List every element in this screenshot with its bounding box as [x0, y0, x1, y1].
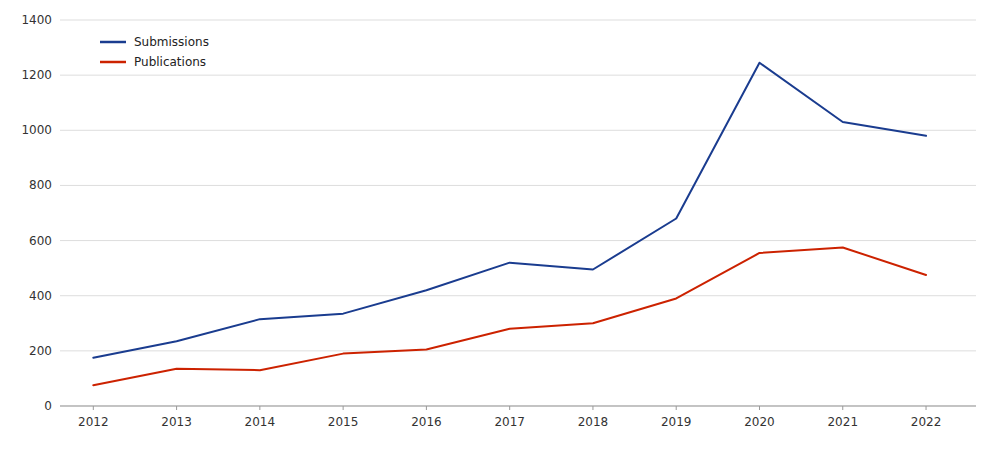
tick-mark	[676, 406, 677, 410]
tick-label: 2019	[661, 415, 692, 429]
legend-swatch	[100, 41, 126, 44]
tick-mark	[343, 406, 344, 410]
tick-mark	[259, 406, 260, 410]
tick-label: 1000	[21, 123, 52, 137]
tick-label: 2020	[744, 415, 775, 429]
y-axis: 0 200 400 600 800 1000 1200 1400	[21, 13, 976, 413]
tick-mark	[176, 406, 177, 410]
tick-label: 400	[29, 289, 52, 303]
grid-line	[60, 295, 976, 296]
grid-line	[60, 20, 976, 21]
grid-line	[60, 240, 976, 241]
x-axis: 2012 2013 2014 2015 2016 2017 2018 2019 2020 2021…	[60, 406, 976, 429]
tick-mark	[592, 406, 593, 410]
tick-mark	[93, 406, 94, 410]
tick-label: 2012	[78, 415, 109, 429]
tick-mark	[926, 406, 927, 410]
grid-line	[60, 406, 976, 407]
tick-label: 2016	[411, 415, 442, 429]
plot-area	[93, 63, 926, 386]
tick-mark	[842, 406, 843, 410]
tick-label: 2018	[578, 415, 609, 429]
tick-label: 2013	[161, 415, 192, 429]
tick-label: 600	[29, 234, 52, 248]
grid-line	[60, 350, 976, 351]
tick-mark	[509, 406, 510, 410]
tick-mark	[759, 406, 760, 410]
grid-line	[60, 185, 976, 186]
legend-label: Submissions	[134, 35, 209, 49]
tick-mark	[426, 406, 427, 410]
line	[93, 247, 926, 385]
legend-label: Publications	[134, 55, 206, 69]
tick-label: 2015	[328, 415, 359, 429]
tick-label: 2014	[245, 415, 276, 429]
tick-label: 1400	[21, 13, 52, 27]
axis-line	[60, 406, 976, 407]
tick-label: 2017	[494, 415, 525, 429]
chart: 0200400600800100012001400201220132014201…	[0, 0, 1000, 450]
grid-line	[60, 130, 976, 131]
line	[93, 63, 926, 358]
tick-label: 2022	[911, 415, 942, 429]
tick-label: 2021	[827, 415, 858, 429]
legend: Submissions Publications	[100, 35, 209, 69]
tick-label: 0	[44, 399, 52, 413]
tick-label: 800	[29, 178, 52, 192]
tick-label: 1200	[21, 68, 52, 82]
grid-line	[60, 75, 976, 76]
tick-label: 200	[29, 344, 52, 358]
legend-swatch	[100, 61, 126, 64]
